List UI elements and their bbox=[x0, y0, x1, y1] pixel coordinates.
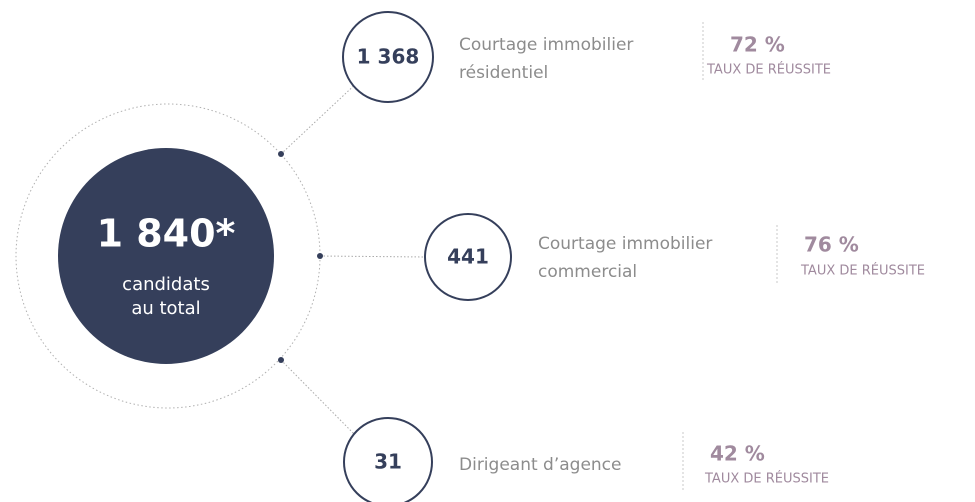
count: 31 bbox=[374, 450, 402, 474]
connector bbox=[319, 255, 426, 258]
item-label: Courtage immobilier bbox=[538, 234, 712, 254]
rate: 76 % bbox=[804, 233, 859, 257]
center-label: au total bbox=[131, 298, 200, 319]
dot bbox=[317, 253, 323, 259]
count: 441 bbox=[447, 245, 489, 269]
dot bbox=[278, 151, 284, 157]
connector bbox=[280, 359, 361, 441]
center-label: candidats bbox=[122, 274, 210, 295]
rate-label: TAUX DE RÉUSSITE bbox=[704, 471, 829, 487]
dot bbox=[278, 357, 284, 363]
rate-label: TAUX DE RÉUSSITE bbox=[706, 62, 831, 78]
item-label: Courtage immobilier bbox=[459, 35, 633, 55]
count-circle bbox=[424, 213, 512, 301]
rate: 42 % bbox=[710, 442, 765, 466]
rate-label: TAUX DE RÉUSSITE bbox=[800, 263, 925, 279]
center-value: 1 840* bbox=[97, 212, 236, 256]
count: 1 368 bbox=[357, 45, 420, 69]
item-label: résidentiel bbox=[459, 63, 548, 83]
rate: 72 % bbox=[730, 33, 785, 57]
connector bbox=[280, 79, 361, 155]
count-circle bbox=[342, 11, 434, 103]
item-label: Dirigeant d’agence bbox=[459, 455, 621, 475]
count-circle bbox=[343, 417, 433, 502]
center-circle bbox=[58, 148, 274, 364]
item-label: commercial bbox=[538, 262, 637, 282]
